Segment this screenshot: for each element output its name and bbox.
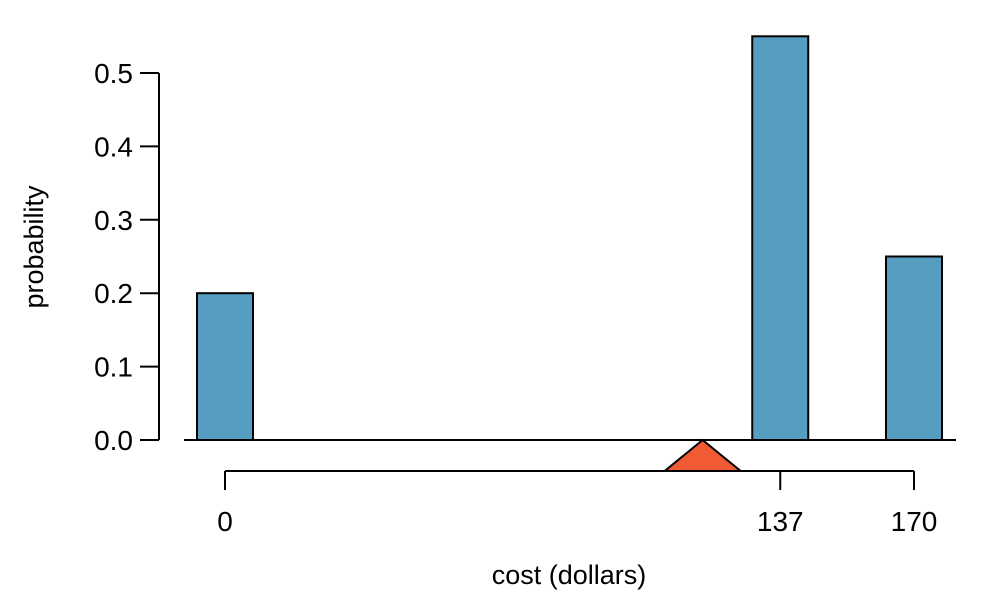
y-tick-label: 0.5 <box>94 58 133 89</box>
y-axis-title: probability <box>19 185 49 309</box>
y-tick-label: 0.3 <box>94 205 133 236</box>
fulcrum-layer <box>661 438 744 472</box>
bar <box>885 255 943 441</box>
x-tick-label: 170 <box>891 506 938 537</box>
x-axis: 0 137 170 <box>217 470 938 537</box>
bar <box>751 35 810 442</box>
y-tick-label: 0.2 <box>94 278 133 309</box>
bar <box>196 292 254 442</box>
y-tick-label: 0.1 <box>94 352 133 383</box>
balance-point-triangle <box>661 438 744 472</box>
bars <box>196 35 943 442</box>
y-tick-label: 0.4 <box>94 131 133 162</box>
y-axis: 0.0 0.1 0.2 0.3 0.4 0.5 <box>94 58 160 456</box>
x-axis-title: cost (dollars) <box>492 560 647 590</box>
x-tick-label: 0 <box>217 506 233 537</box>
y-tick-label: 0.0 <box>94 425 133 456</box>
x-tick-label: 137 <box>757 506 804 537</box>
